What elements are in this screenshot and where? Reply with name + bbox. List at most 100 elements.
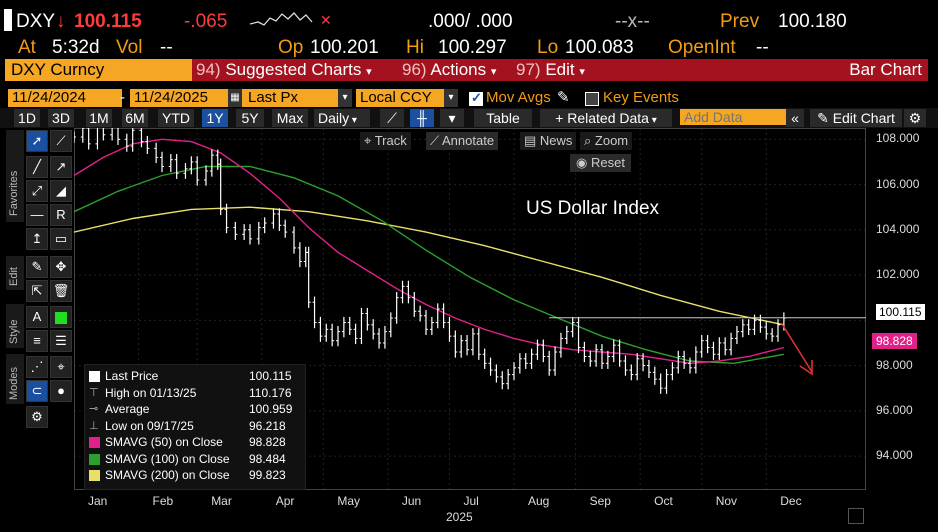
chevron-down-icon[interactable]: ▾ — [444, 89, 458, 107]
period-button[interactable]: 5Y — [236, 109, 264, 127]
sma50-line — [74, 138, 785, 365]
legend-row: SMAVG (100) on Close 98.484 — [89, 452, 301, 468]
calendar-icon[interactable]: ▦ — [228, 89, 242, 107]
legend-swatch — [89, 453, 100, 465]
legend-row: SMAVG (200) on Close 99.823 — [89, 468, 301, 484]
svg-text:✕: ✕ — [320, 12, 332, 28]
select-icon[interactable]: ⇱ — [26, 280, 48, 302]
field-selector[interactable]: Last Px — [244, 89, 352, 107]
y-tick-label: 96.000 — [876, 402, 913, 417]
trend-line-icon[interactable]: ╱ — [26, 156, 48, 178]
mov-avgs-checkbox[interactable]: ✓ — [469, 90, 483, 106]
period-button[interactable]: 6M — [122, 109, 148, 127]
suggested-num: 94) — [196, 60, 221, 79]
actions-menu[interactable]: 96) Actions ▾ — [398, 59, 514, 81]
period-button[interactable]: YTD — [158, 109, 194, 127]
zoom-button[interactable]: ⌕ Zoom — [580, 132, 633, 150]
suggested-charts-menu[interactable]: 94) Suggested Charts ▾ — [192, 59, 400, 81]
tab-favorites[interactable]: Favorites — [6, 130, 24, 222]
legend-row: ⊸ Average 100.959 — [89, 402, 301, 418]
tab-favorites-label: Favorites — [8, 170, 20, 216]
chevron-down-icon: ▾ — [579, 66, 585, 78]
edit-menu[interactable]: 97) Edit ▾ — [512, 59, 602, 81]
reset-button[interactable]: ◉ Reset — [570, 154, 631, 172]
pencil-icon[interactable]: ✎ — [557, 89, 570, 106]
extended-line-icon[interactable]: ⤢ — [26, 180, 48, 202]
collapse-icon[interactable]: « — [786, 109, 804, 127]
security-field[interactable]: DXY Curncy — [5, 59, 193, 81]
openint-value: -- — [756, 37, 769, 58]
chart-area[interactable]: ⌖ Track ⟋ Annotate ▤ News ⌕ Zoom ◉ Reset… — [74, 128, 866, 490]
reset-label: Reset — [590, 155, 625, 170]
pencil-icon[interactable]: ✎ — [26, 256, 48, 278]
magnet-icon[interactable]: ⊂ — [26, 380, 48, 402]
annotate-button[interactable]: ⟋ Annotate — [426, 132, 499, 150]
news-button[interactable]: ▤ News — [520, 132, 577, 150]
horizontal-line-icon[interactable]: — — [26, 204, 48, 226]
retracement-icon[interactable]: R — [50, 204, 72, 226]
resize-handle-icon[interactable] — [848, 508, 864, 524]
related-data-label: + Related Data — [555, 110, 649, 126]
edit-chart-button[interactable]: ✎ Edit Chart — [810, 109, 902, 127]
legend-swatch — [89, 470, 100, 481]
mov-avgs-label: Mov Avgs — [486, 89, 551, 106]
track-button[interactable]: ⌖ Track — [360, 132, 411, 150]
line-weight-icon[interactable]: ≡ — [26, 330, 48, 352]
gear-icon[interactable]: ⚙ — [904, 109, 926, 127]
vol-value: -- — [160, 37, 173, 58]
table-button[interactable]: Table — [474, 109, 532, 127]
frequency-label: Daily — [318, 110, 350, 126]
crosshair-icon[interactable]: ⌖ — [50, 356, 72, 378]
period-button[interactable]: 3D — [48, 109, 74, 127]
tab-modes[interactable]: Modes — [6, 354, 24, 404]
pointer-icon[interactable]: ➚ — [26, 130, 48, 152]
rectangle-icon[interactable]: ▭ — [50, 228, 72, 250]
trend-arrow-head — [799, 360, 813, 376]
text-style-icon[interactable]: A — [26, 306, 48, 328]
x-tick-label: Feb — [152, 494, 174, 508]
color-swatch-icon[interactable] — [50, 306, 72, 328]
frequency-selector[interactable]: Daily ▾ — [314, 109, 370, 127]
vol-label: Vol — [116, 37, 143, 58]
currency-selector[interactable]: Local CCY — [356, 89, 454, 107]
key-events-checkbox[interactable] — [585, 92, 599, 106]
period-button[interactable]: 1M — [86, 109, 112, 127]
chart-title: US Dollar Index — [526, 198, 660, 219]
bar-chart-icon[interactable]: ╫ — [410, 109, 434, 127]
x-tick-label: Jan — [88, 494, 108, 508]
sma200-line — [74, 206, 785, 326]
x-tick-label: Jul — [463, 494, 479, 508]
related-data-menu[interactable]: + Related Data ▾ — [540, 109, 672, 127]
chevron-down-icon[interactable]: ▾ — [440, 109, 464, 127]
tab-style[interactable]: Style — [6, 304, 24, 348]
tab-edit[interactable]: Edit — [6, 256, 24, 290]
period-button[interactable]: 1D — [14, 109, 40, 127]
legend-row: ⊥ Low on 09/17/25 96.218 — [89, 419, 301, 435]
draw-line-icon[interactable]: ⟋ — [50, 130, 72, 152]
trash-icon[interactable]: 🗑 — [50, 280, 72, 302]
line-chart-icon[interactable]: ⟋ — [380, 109, 404, 127]
channel-icon[interactable]: ◢ — [50, 180, 72, 202]
start-date-field[interactable]: 11/24/2024 — [8, 89, 122, 107]
line-style-icon[interactable]: ☰ — [50, 330, 72, 352]
quote-header: DXY ↓ 100.115 -.065 ✕ .000/ .000 --x-- P… — [0, 0, 938, 36]
x-tick-label: Aug — [528, 494, 550, 508]
chart-type-title: Bar Chart — [600, 59, 928, 81]
period-button-selected[interactable]: 1Y — [202, 109, 228, 127]
chevron-down-icon[interactable]: ▾ — [338, 89, 352, 107]
period-button[interactable]: Max — [272, 109, 308, 127]
high-marker-icon: ⊤ — [89, 386, 99, 399]
bid-ask: .000/ .000 — [428, 11, 513, 32]
period-toolbar: 1D 3D 1M 6M YTD 1Y 5Y Max Daily ▾ ⟋ ╫ ▾ … — [0, 108, 938, 128]
move-icon[interactable]: ✥ — [50, 256, 72, 278]
y-tick-label: 98.000 — [876, 357, 913, 372]
dotted-line-icon[interactable]: ⋰ — [26, 356, 48, 378]
color-dots-icon[interactable]: ● — [50, 380, 72, 402]
vertical-line-icon[interactable]: ↥ — [26, 228, 48, 250]
ticker: DXY — [16, 11, 56, 32]
end-date-field[interactable]: 11/24/2025 — [130, 89, 244, 107]
ray-line-icon[interactable]: ↗ — [50, 156, 72, 178]
add-data-input[interactable] — [680, 109, 788, 125]
gear-icon[interactable]: ⚙ — [26, 406, 48, 428]
net-change: -.065 — [184, 11, 228, 32]
